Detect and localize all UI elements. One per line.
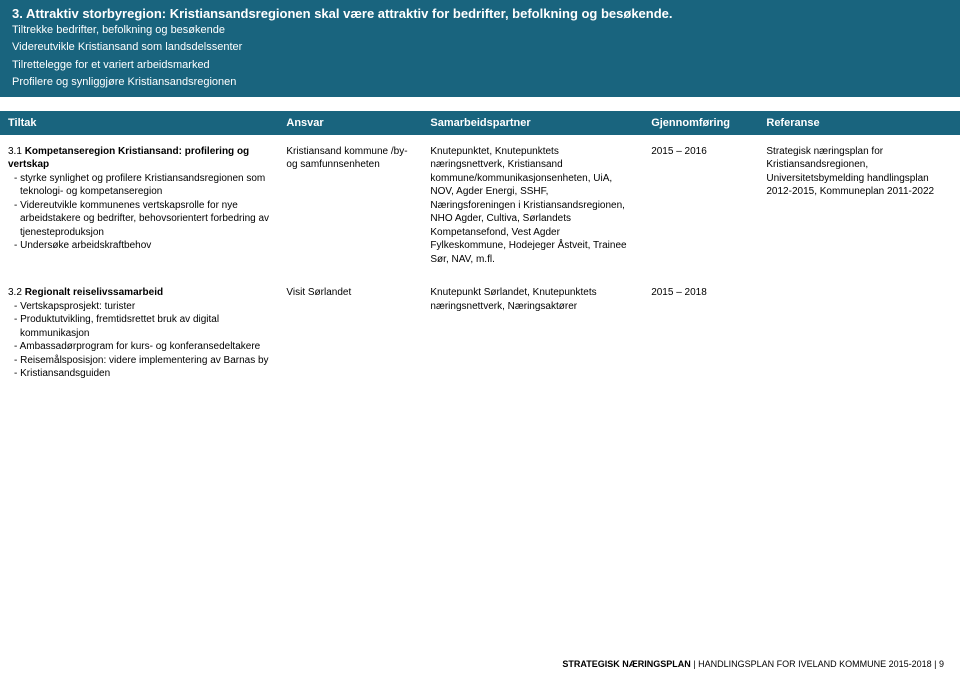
- cell-referanse: Strategisk næringsplan for Kristiansands…: [758, 135, 960, 277]
- cell-partner: Knutepunktet, Knutepunktets næringsnettv…: [422, 135, 643, 277]
- section-title: 3. Attraktiv storbyregion: Kristiansands…: [12, 6, 673, 21]
- page-footer: STRATEGISK NÆRINGSPLAN | HANDLINGSPLAN F…: [562, 659, 944, 669]
- section-sub-0: Tiltrekke bedrifter, befolkning og besøk…: [12, 23, 948, 38]
- row-id: 3.1: [8, 146, 22, 157]
- cell-gjennom: 2015 – 2016: [643, 135, 758, 277]
- table-row: 3.1 Kompetanseregion Kristiansand: profi…: [0, 135, 960, 277]
- section-sub-3: Profilere og synliggjøre Kristiansandsre…: [12, 75, 948, 90]
- footer-bold: STRATEGISK NÆRINGSPLAN: [562, 659, 690, 669]
- col-ref: Referanse: [758, 111, 960, 135]
- cell-tiltak: 3.1 Kompetanseregion Kristiansand: profi…: [0, 135, 278, 277]
- footer-rest: HANDLINGSPLAN FOR IVELAND KOMMUNE 2015-2…: [698, 659, 944, 669]
- table-row: 3.2 Regionalt reiselivssamarbeid Vertska…: [0, 276, 960, 391]
- cell-gjennom: 2015 – 2018: [643, 276, 758, 391]
- tiltak-bullets: Vertskapsprosjekt: turister Produktutvik…: [8, 300, 270, 381]
- bullet: Vertskapsprosjekt: turister: [14, 300, 270, 314]
- cell-referanse: [758, 276, 960, 391]
- bullet: styrke synlighet og profilere Kristiansa…: [14, 172, 270, 199]
- row-title: Regionalt reiselivssamarbeid: [25, 287, 163, 298]
- col-tiltak: Tiltak: [0, 111, 278, 135]
- bullet: Kristiansandsguiden: [14, 367, 270, 381]
- row-title: Kompetanseregion Kristiansand: profileri…: [8, 146, 249, 171]
- plan-table: Tiltak Ansvar Samarbeidspartner Gjennomf…: [0, 111, 960, 391]
- col-partner: Samarbeidspartner: [422, 111, 643, 135]
- bullet: Ambassadørprogram for kurs- og konferans…: [14, 340, 270, 354]
- section-sub-2: Tilrettelegge for et variert arbeidsmark…: [12, 58, 948, 73]
- bullet: Reisemålsposisjon: videre implementering…: [14, 354, 270, 368]
- tiltak-bullets: styrke synlighet og profilere Kristiansa…: [8, 172, 270, 253]
- bullet: Videreutvikle kommunenes vertskapsrolle …: [14, 199, 270, 240]
- col-ansvar: Ansvar: [278, 111, 422, 135]
- cell-partner: Knutepunkt Sørlandet, Knutepunktets næri…: [422, 276, 643, 391]
- table-header-row: Tiltak Ansvar Samarbeidspartner Gjennomf…: [0, 111, 960, 135]
- col-gjennom: Gjennomføring: [643, 111, 758, 135]
- section-sub-1: Videreutvikle Kristiansand som landsdels…: [12, 40, 948, 55]
- section-header: 3. Attraktiv storbyregion: Kristiansands…: [0, 0, 960, 97]
- bullet: Produktutvikling, fremtidsrettet bruk av…: [14, 313, 270, 340]
- cell-ansvar: Visit Sørlandet: [278, 276, 422, 391]
- cell-tiltak: 3.2 Regionalt reiselivssamarbeid Vertska…: [0, 276, 278, 391]
- cell-ansvar: Kristiansand kommune /by- og samfunnsenh…: [278, 135, 422, 277]
- bullet: Undersøke arbeidskraftbehov: [14, 239, 270, 253]
- footer-sep: |: [691, 659, 698, 669]
- row-id: 3.2: [8, 287, 22, 298]
